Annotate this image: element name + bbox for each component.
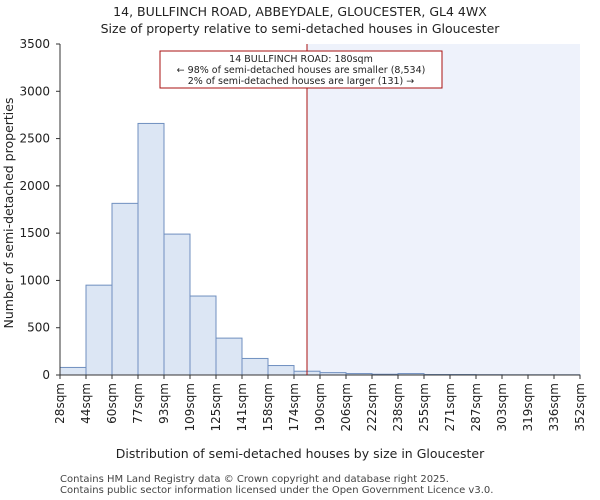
bar xyxy=(267,365,295,376)
x-tick-label: 60sqm xyxy=(105,383,119,424)
x-tick-label: 141sqm xyxy=(235,383,249,431)
x-tick-label: 222sqm xyxy=(365,383,379,431)
x-tick-label: 190sqm xyxy=(313,383,327,431)
x-tick-label: 206sqm xyxy=(339,383,353,431)
x-tick-label: 93sqm xyxy=(157,383,171,424)
x-axis-label: Distribution of semi-detached houses by … xyxy=(116,446,485,461)
x-tick-label: 174sqm xyxy=(287,383,301,431)
annotation-box xyxy=(159,50,443,89)
x-tick-label: 158sqm xyxy=(261,383,275,431)
x-tick-label: 303sqm xyxy=(495,383,509,431)
chart-subtitle: Size of property relative to semi-detach… xyxy=(101,21,501,36)
x-tick-label: 352sqm xyxy=(573,383,587,431)
y-tick-label: 3000 xyxy=(19,84,50,98)
y-tick-label: 3500 xyxy=(19,37,50,51)
x-tick-label: 28sqm xyxy=(53,383,67,424)
x-tick-label: 287sqm xyxy=(469,383,483,431)
x-tick-label: 238sqm xyxy=(391,383,405,431)
bar xyxy=(111,202,139,376)
x-tick-label: 336sqm xyxy=(547,383,561,431)
highlight-region xyxy=(307,44,580,375)
x-tick-label: 125sqm xyxy=(209,383,223,431)
bar xyxy=(85,284,113,376)
plot-area: 0 500 1000 1500 2000 2500 3000 3500 28sqm 44sqm 60… xyxy=(19,37,587,431)
x-tick-label: 255sqm xyxy=(417,383,431,431)
y-tick-label: 2000 xyxy=(19,179,50,193)
y-tick-label: 0 xyxy=(42,368,50,382)
bar xyxy=(189,295,217,376)
chart-title: 14, BULLFINCH ROAD, ABBEYDALE, GLOUCESTE… xyxy=(113,4,487,19)
x-tick-label: 319sqm xyxy=(521,383,535,431)
y-tick-label: 1000 xyxy=(19,273,50,287)
x-tick-label: 77sqm xyxy=(131,383,145,424)
y-tick-label: 500 xyxy=(27,321,50,335)
x-tick-label: 109sqm xyxy=(183,383,197,431)
footer-line-1: Contains HM Land Registry data © Crown c… xyxy=(60,474,449,485)
annotation-line-1: 14 BULLFINCH ROAD: 180sqm xyxy=(229,54,373,65)
bar xyxy=(137,122,165,376)
y-tick-label: 1500 xyxy=(19,226,50,240)
annotation-line-2: ← 98% of semi-detached houses are smalle… xyxy=(177,65,426,76)
bar xyxy=(215,337,243,376)
y-tick-label: 2500 xyxy=(19,132,50,146)
bar xyxy=(241,357,269,376)
bar xyxy=(59,366,87,376)
bar xyxy=(163,233,191,376)
x-tick-label: 44sqm xyxy=(79,383,93,424)
annotation-line-3: 2% of semi-detached houses are larger (1… xyxy=(188,76,415,87)
y-axis-label: Number of semi-detached properties xyxy=(1,98,16,329)
footer-line-2: Contains public sector information licen… xyxy=(60,485,494,496)
x-tick-label: 271sqm xyxy=(443,383,457,431)
